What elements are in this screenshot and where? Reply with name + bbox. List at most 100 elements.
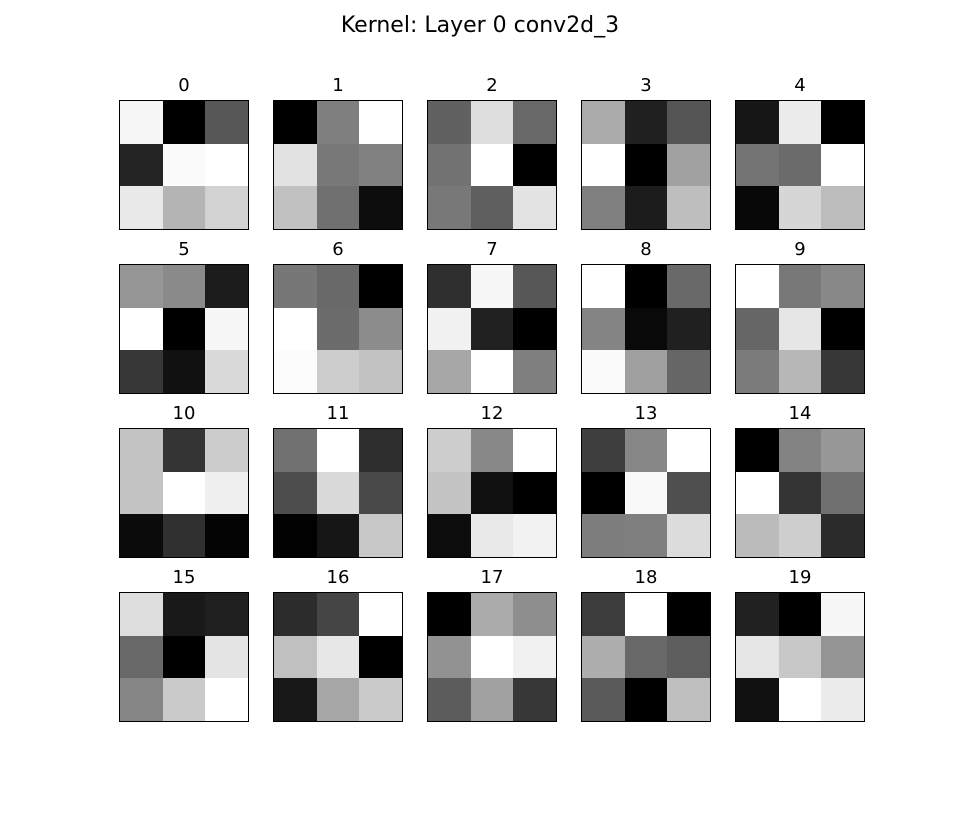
kernel-cell (513, 429, 556, 472)
kernel-cell (359, 636, 402, 679)
kernel-cell (821, 636, 864, 679)
kernel-cell (205, 101, 248, 144)
kernel-cell (667, 472, 710, 515)
kernel-cell (359, 472, 402, 515)
kernel-cell (428, 472, 471, 515)
kernel-cell (317, 144, 360, 187)
kernel-cell (205, 593, 248, 636)
kernel-cell (471, 593, 514, 636)
kernel-heatmap (736, 593, 864, 721)
kernel-cell (359, 350, 402, 393)
kernel-cell (736, 678, 779, 721)
kernel-cell (274, 350, 317, 393)
kernel-cell (317, 186, 360, 229)
kernel-heatmap (274, 429, 402, 557)
kernel-cell (625, 101, 668, 144)
kernel-cell (274, 101, 317, 144)
kernel-panel-title: 0 (112, 74, 256, 98)
kernel-cell (736, 144, 779, 187)
kernel-cell (428, 593, 471, 636)
kernel-cell (317, 514, 360, 557)
kernel-cell (471, 472, 514, 515)
kernel-cell (274, 636, 317, 679)
kernel-cell (779, 678, 822, 721)
kernel-cell (205, 350, 248, 393)
kernel-cell (274, 678, 317, 721)
kernel-heatmap (736, 429, 864, 557)
kernel-cell (821, 265, 864, 308)
kernel-panel-title: 2 (420, 74, 564, 98)
kernel-cell (274, 514, 317, 557)
kernel-panel-title: 16 (266, 566, 410, 590)
kernel-cell (513, 144, 556, 187)
kernel-panel: 4 (728, 72, 872, 230)
kernel-panel-title: 12 (420, 402, 564, 426)
kernel-panel: 13 (574, 400, 718, 558)
kernel-cell (779, 101, 822, 144)
kernel-cell (163, 144, 206, 187)
kernel-heatmap (120, 429, 248, 557)
kernel-cell (821, 308, 864, 351)
kernel-cell (163, 636, 206, 679)
kernel-cell (120, 678, 163, 721)
kernel-panel: 17 (420, 564, 564, 722)
kernel-cell (428, 429, 471, 472)
kernel-cell (667, 678, 710, 721)
kernel-cell (205, 265, 248, 308)
kernel-cell (667, 101, 710, 144)
kernel-panel: 14 (728, 400, 872, 558)
kernel-panel-title: 15 (112, 566, 256, 590)
kernel-heatmap (274, 101, 402, 229)
kernel-cell (736, 308, 779, 351)
kernel-cell (821, 593, 864, 636)
kernel-cell (779, 350, 822, 393)
kernel-cell (736, 514, 779, 557)
kernel-panel: 16 (266, 564, 410, 722)
kernel-cell (205, 144, 248, 187)
kernel-grid: 0 1 2 3 4 5 6 7 8 9 10 11 12 13 14 15 16 17 18 19 (112, 72, 882, 728)
kernel-cell (736, 350, 779, 393)
kernel-cell (163, 593, 206, 636)
kernel-panel-title: 14 (728, 402, 872, 426)
kernel-panel: 6 (266, 236, 410, 394)
kernel-cell (779, 265, 822, 308)
kernel-cell (428, 636, 471, 679)
kernel-cell (779, 144, 822, 187)
kernel-cell (582, 593, 625, 636)
kernel-cell (428, 308, 471, 351)
kernel-cell (317, 429, 360, 472)
kernel-heatmap (582, 429, 710, 557)
kernel-cell (513, 472, 556, 515)
kernel-cell (120, 593, 163, 636)
kernel-cell (471, 350, 514, 393)
kernel-panel-title: 6 (266, 238, 410, 262)
kernel-cell (582, 514, 625, 557)
kernel-panel-title: 9 (728, 238, 872, 262)
kernel-cell (359, 514, 402, 557)
kernel-cell (317, 350, 360, 393)
kernel-cell (736, 472, 779, 515)
kernel-cell (821, 514, 864, 557)
kernel-cell (582, 429, 625, 472)
kernel-cell (513, 101, 556, 144)
kernel-cell (205, 514, 248, 557)
kernel-cell (779, 514, 822, 557)
kernel-cell (359, 593, 402, 636)
kernel-cell (359, 265, 402, 308)
kernel-panel: 3 (574, 72, 718, 230)
kernel-panel: 19 (728, 564, 872, 722)
kernel-cell (582, 265, 625, 308)
kernel-cell (779, 593, 822, 636)
kernel-cell (779, 429, 822, 472)
kernel-cell (471, 186, 514, 229)
kernel-cell (120, 308, 163, 351)
kernel-heatmap (120, 593, 248, 721)
kernel-cell (120, 472, 163, 515)
kernel-heatmap (582, 101, 710, 229)
kernel-cell (359, 144, 402, 187)
kernel-cell (163, 472, 206, 515)
kernel-cell (317, 593, 360, 636)
kernel-cell (359, 678, 402, 721)
kernel-cell (471, 429, 514, 472)
